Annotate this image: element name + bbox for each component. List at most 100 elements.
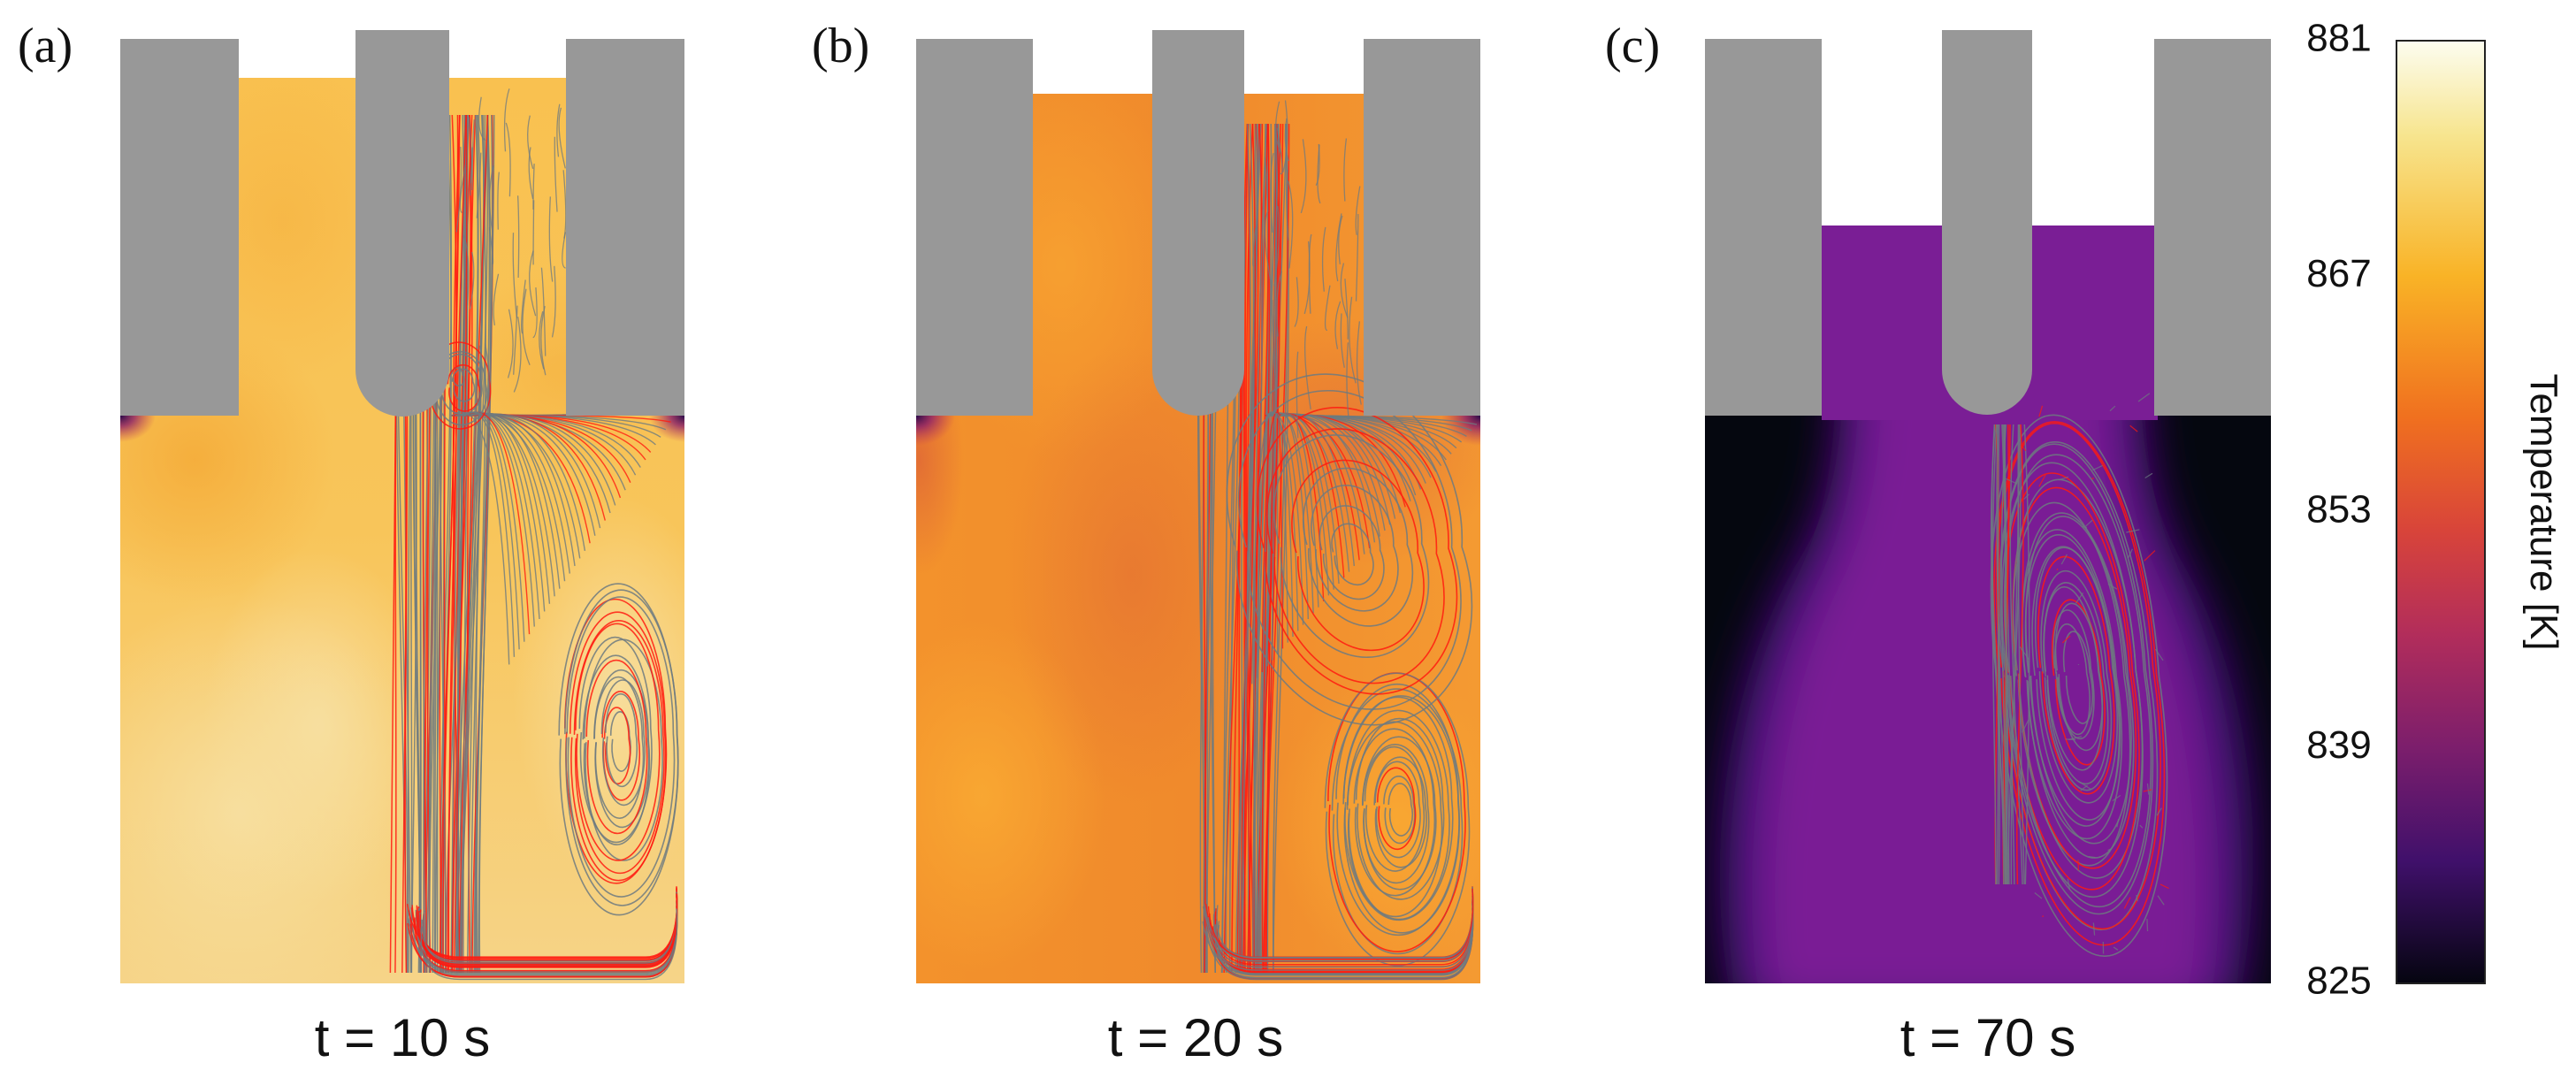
- streamline: [527, 115, 534, 170]
- streamline: [2019, 646, 2030, 661]
- streamline: [562, 232, 567, 269]
- streamline: [513, 305, 518, 375]
- streamline: [1272, 411, 1280, 661]
- streamline: [1991, 424, 2005, 885]
- streamline: [2003, 472, 2140, 891]
- left-wall-b: [916, 39, 1033, 416]
- streamline: [558, 107, 566, 169]
- temperature-colorbar: 881 867 853 839 825 Temperature [K]: [2306, 17, 2565, 1003]
- streamline: [2012, 486, 2137, 869]
- streamline: [528, 147, 534, 200]
- streamline: [1272, 300, 1276, 374]
- time-label-c: t = 70 s: [1900, 1008, 2075, 1067]
- time-label-b: t = 20 s: [1108, 1008, 1283, 1067]
- streamline: [1226, 373, 1473, 726]
- streamline: [2085, 519, 2093, 527]
- streamline: [513, 317, 522, 393]
- streamline: [476, 152, 482, 218]
- streamline: [2146, 783, 2150, 795]
- streamline: [2092, 922, 2096, 936]
- streamline: [2088, 855, 2096, 859]
- streamline: [2109, 405, 2116, 412]
- streamline: [1308, 233, 1312, 314]
- streamline: [471, 119, 475, 190]
- streamline: [2005, 478, 2018, 485]
- streamline: [2107, 848, 2112, 852]
- streamline: [2034, 892, 2043, 899]
- streamline: [476, 345, 484, 404]
- streamline: [540, 305, 547, 376]
- streamline: [2157, 895, 2165, 906]
- streamline: [420, 901, 678, 974]
- right-wall-b: [1364, 39, 1480, 416]
- streamline: [451, 411, 510, 665]
- streamline: [1364, 745, 1426, 872]
- panel-letter-a: (a): [18, 19, 73, 73]
- streamline: [1319, 505, 1385, 600]
- streamline: [459, 114, 489, 974]
- right-wall-a: [566, 39, 684, 416]
- streamline: [2001, 424, 2007, 885]
- center-rod-b: [1152, 30, 1244, 416]
- streamline: [1296, 351, 1299, 439]
- streamline: [2040, 570, 2113, 791]
- streamline: [558, 583, 679, 916]
- streamline: [455, 146, 462, 233]
- streamline: [1261, 123, 1271, 974]
- streamline: [1340, 263, 1349, 318]
- streamline: [2144, 472, 2153, 479]
- streamline: [462, 114, 469, 974]
- time-label-a: t = 10 s: [315, 1008, 490, 1067]
- streamline: [2043, 585, 2104, 771]
- streamline: [476, 114, 495, 974]
- streamline: [569, 611, 667, 882]
- streamline: [1276, 127, 1283, 175]
- colorbar-title: Temperature [K]: [2522, 373, 2565, 650]
- streamline: [2137, 393, 2151, 402]
- streamline: [1996, 424, 2007, 885]
- streamline: [2139, 824, 2144, 829]
- streamline: [1265, 428, 1445, 684]
- streamline: [585, 659, 648, 835]
- streamline: [439, 353, 483, 416]
- colorbar-tick-label: 867: [2306, 252, 2371, 295]
- panel-a: (a) t = 10 s: [18, 19, 684, 1067]
- streamline: [1338, 215, 1343, 264]
- streamline: [447, 114, 467, 974]
- streamlines-a: [389, 88, 682, 981]
- streamline: [489, 164, 494, 235]
- streamline: [1355, 717, 1445, 900]
- streamline: [2091, 478, 2094, 479]
- streamline: [575, 623, 661, 861]
- streamline: [2075, 592, 2084, 604]
- streamline: [1261, 411, 1281, 673]
- streamline: [1993, 421, 2166, 946]
- streamline: [1304, 325, 1311, 409]
- center-rod-c: [1942, 30, 2032, 415]
- streamline: [464, 411, 516, 657]
- streamline: [2129, 424, 2138, 432]
- streamline: [532, 164, 535, 210]
- streamline: [1324, 285, 1331, 332]
- streamline: [2112, 794, 2121, 802]
- streamline: [1353, 728, 1436, 897]
- streamline: [1373, 756, 1427, 868]
- streamline: [1214, 906, 1474, 979]
- streamline: [1362, 744, 1430, 884]
- streamline: [1344, 279, 1349, 340]
- streamline: [1244, 123, 1252, 974]
- streamline: [1311, 485, 1399, 612]
- streamline: [600, 679, 646, 807]
- streamline: [2024, 533, 2121, 827]
- streamline: [2146, 919, 2149, 932]
- streamline: [2023, 493, 2029, 501]
- streamline: [1273, 434, 1430, 659]
- streamline: [2023, 424, 2030, 885]
- streamline: [2128, 548, 2133, 559]
- streamline: [539, 310, 545, 370]
- streamline: [2123, 897, 2131, 909]
- streamline: [2022, 512, 2135, 859]
- streamline: [485, 343, 490, 414]
- streamline: [2010, 424, 2021, 885]
- streamline: [468, 117, 472, 184]
